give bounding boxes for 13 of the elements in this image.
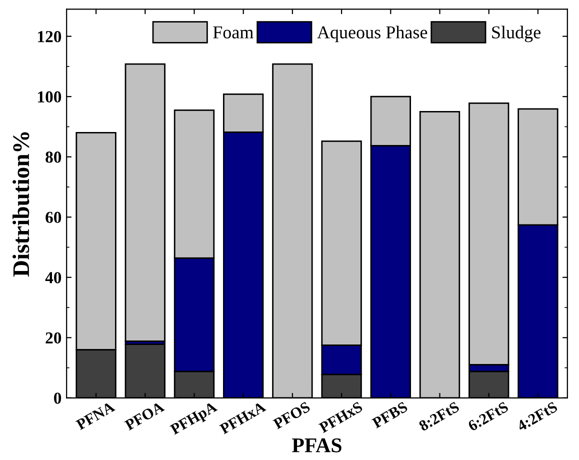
legend-label: Sludge [492,26,540,42]
y-tick-label: 80 [46,152,62,163]
y-tick-label: 20 [46,332,62,344]
legend-label: Aqueous Phase [317,26,428,42]
bar [124,63,166,342]
y-tick-label: 40 [45,272,62,284]
y-tick-label: 120 [38,31,62,42]
x-axis-title: PFAS [292,438,342,452]
y-axis-title: Distribution% [12,132,30,277]
legend-label: Foam [213,26,254,38]
y-tick-label: 100 [38,91,62,103]
y-tick-label: 0 [54,392,62,404]
y-tick-label: 60 [46,212,62,224]
